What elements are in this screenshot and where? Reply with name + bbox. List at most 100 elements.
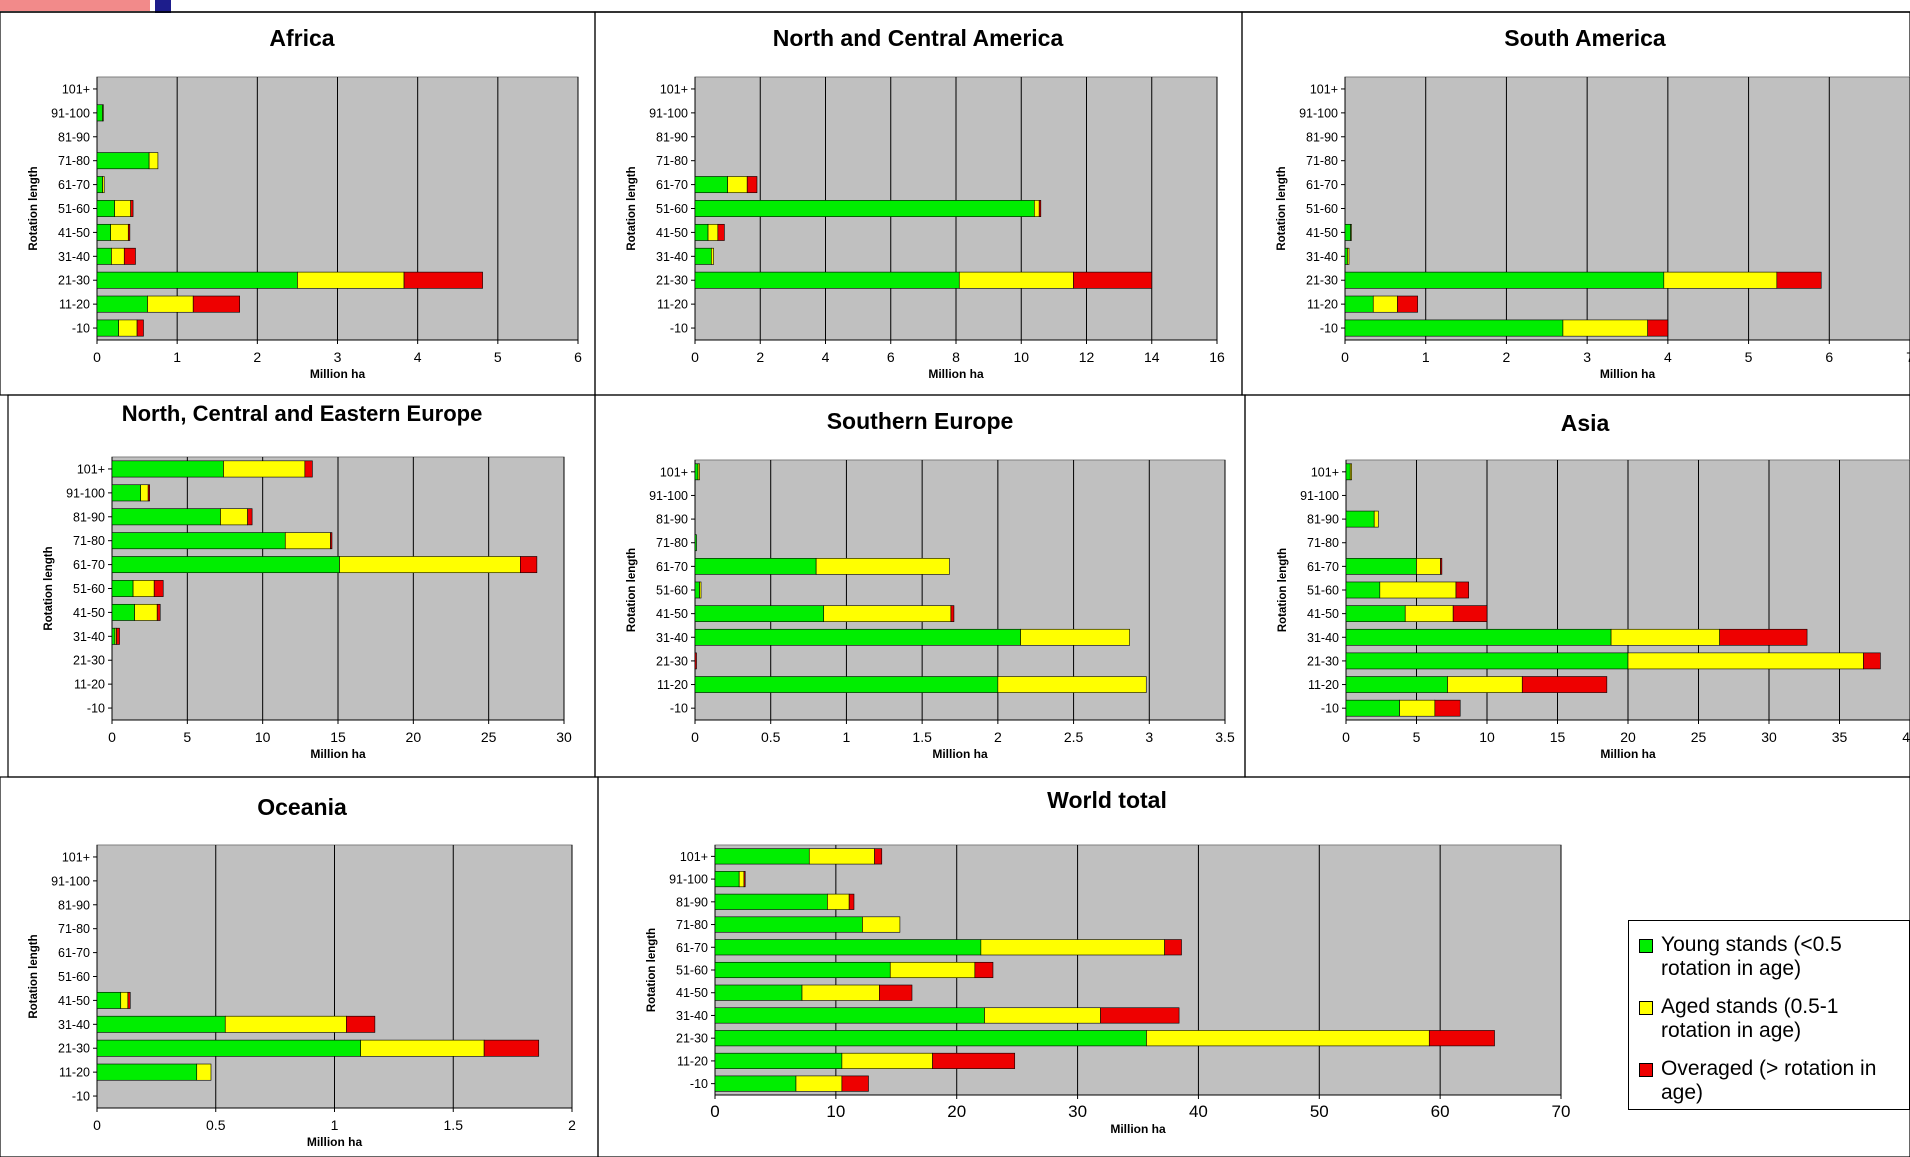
bar-overaged [1073, 271, 1153, 289]
y-tick-label: 41-50 [1306, 226, 1338, 240]
y-tick-label: 81-90 [73, 510, 105, 524]
bar-overaged [1647, 319, 1669, 337]
bar-overaged [147, 484, 150, 502]
bar-young [96, 104, 103, 122]
y-tick-label: 61-70 [676, 941, 708, 955]
bar-young [111, 556, 340, 574]
y-tick-label: 101+ [62, 82, 90, 96]
x-axis-label: Million ha [1600, 367, 1656, 381]
x-tick-label: 14 [1144, 349, 1160, 365]
bar-young [714, 848, 810, 865]
bar-aged [360, 1039, 485, 1057]
y-tick-label: 41-50 [656, 226, 688, 240]
x-tick-label: 3 [1583, 349, 1591, 365]
bar-aged [1404, 605, 1454, 622]
bar-aged [284, 532, 331, 550]
bar-overaged [1397, 295, 1418, 313]
y-tick-label: 11-20 [74, 678, 105, 692]
y-tick-label: -10 [72, 1090, 90, 1104]
y-tick-label: 71-80 [1307, 536, 1339, 550]
x-tick-label: 7 [1906, 349, 1910, 365]
bar-young [694, 200, 1035, 217]
bar-aged [196, 1063, 212, 1081]
bar-aged [980, 939, 1165, 956]
y-tick-label: 31-40 [676, 1009, 708, 1023]
bar-aged [727, 176, 748, 194]
bar-young [694, 247, 712, 265]
bar-aged [1562, 319, 1648, 337]
bar-young [714, 1030, 1147, 1047]
legend-item-overaged: Overaged (> rotation in age) [1639, 1057, 1906, 1105]
x-tick-label: 40 [1902, 729, 1910, 745]
bar-young [1345, 510, 1375, 528]
chart-south-america: -10 11-20 21-30 31-40 41-50 51-60 61-70 71-80 81… [1276, 25, 1910, 381]
x-tick-label: 0 [691, 729, 699, 745]
y-tick-label: 31-40 [656, 631, 688, 645]
x-tick-label: 2 [994, 729, 1002, 745]
bar-aged [1349, 463, 1352, 481]
y-tick-label: 31-40 [73, 630, 105, 644]
y-tick-label: 51-60 [1306, 202, 1338, 216]
x-tick-label: 6 [887, 349, 895, 365]
x-tick-label: 0.5 [206, 1117, 226, 1133]
bar-young [714, 1052, 843, 1069]
bar-overaged [694, 652, 697, 670]
bar-young [714, 1075, 797, 1092]
x-tick-label: 4 [414, 349, 422, 365]
bar-young [1345, 652, 1629, 670]
x-tick-label: 2 [253, 349, 261, 365]
bar-overaged [848, 893, 855, 910]
x-tick-label: 2 [756, 349, 764, 365]
bar-aged [1610, 628, 1720, 646]
x-tick-label: 6 [574, 349, 582, 365]
y-tick-label: 21-30 [1307, 654, 1339, 668]
x-tick-label: 0 [691, 349, 699, 365]
y-tick-label: 91-100 [51, 106, 90, 120]
bar-aged [1372, 295, 1398, 313]
bar-young [1345, 628, 1612, 646]
x-axis-label: Million ha [310, 747, 366, 761]
y-axis-label: Rotation length [28, 934, 40, 1018]
x-axis-label: Million ha [310, 367, 366, 381]
x-axis-label: Million ha [932, 747, 988, 761]
chart-africa: -10 11-20 21-30 31-40 41-50 51-60 61-70 71-80 81… [28, 25, 582, 381]
y-tick-label: -10 [1321, 702, 1339, 716]
chart-title: North and Central America [773, 25, 1064, 51]
bar-aged [738, 871, 745, 888]
x-tick-label: 30 [556, 729, 572, 745]
bar-overaged [116, 627, 120, 645]
bar-aged [1627, 652, 1864, 670]
bar-aged [815, 558, 950, 575]
legend-item-young: Young stands (<0.5 rotation in age) [1639, 933, 1906, 981]
y-tick-label: 21-30 [58, 274, 90, 288]
y-axis-label: Rotation length [43, 546, 55, 630]
chart-title: North, Central and Eastern Europe [122, 401, 483, 426]
bar-overaged [1038, 200, 1042, 217]
y-tick-label: 91-100 [669, 873, 708, 887]
y-tick-label: 31-40 [1306, 250, 1338, 264]
x-tick-label: 0 [108, 729, 116, 745]
y-tick-label: 51-60 [656, 584, 688, 598]
bar-young [1344, 271, 1665, 289]
y-tick-label: 81-90 [656, 130, 688, 144]
x-tick-label: 3 [1145, 729, 1153, 745]
bar-aged [220, 508, 248, 526]
y-tick-label: 61-70 [58, 946, 90, 960]
y-tick-label: 61-70 [656, 178, 688, 192]
bar-aged [711, 247, 714, 265]
bar-young [714, 961, 891, 979]
bar-young [1345, 558, 1417, 575]
x-tick-label: 0.5 [761, 729, 781, 745]
y-tick-label: 51-60 [58, 202, 90, 216]
x-tick-label: 3.5 [1215, 729, 1235, 745]
bar-overaged [156, 603, 161, 621]
bar-overaged [304, 460, 313, 478]
bar-aged [862, 916, 901, 933]
y-tick-label: 61-70 [73, 558, 105, 572]
bar-overaged [1100, 1007, 1180, 1024]
bar-young [694, 581, 700, 599]
y-tick-label: 71-80 [73, 534, 105, 548]
header-pink-gradient [0, 0, 150, 11]
y-tick-label: 61-70 [656, 560, 688, 574]
bar-young [1345, 676, 1448, 693]
